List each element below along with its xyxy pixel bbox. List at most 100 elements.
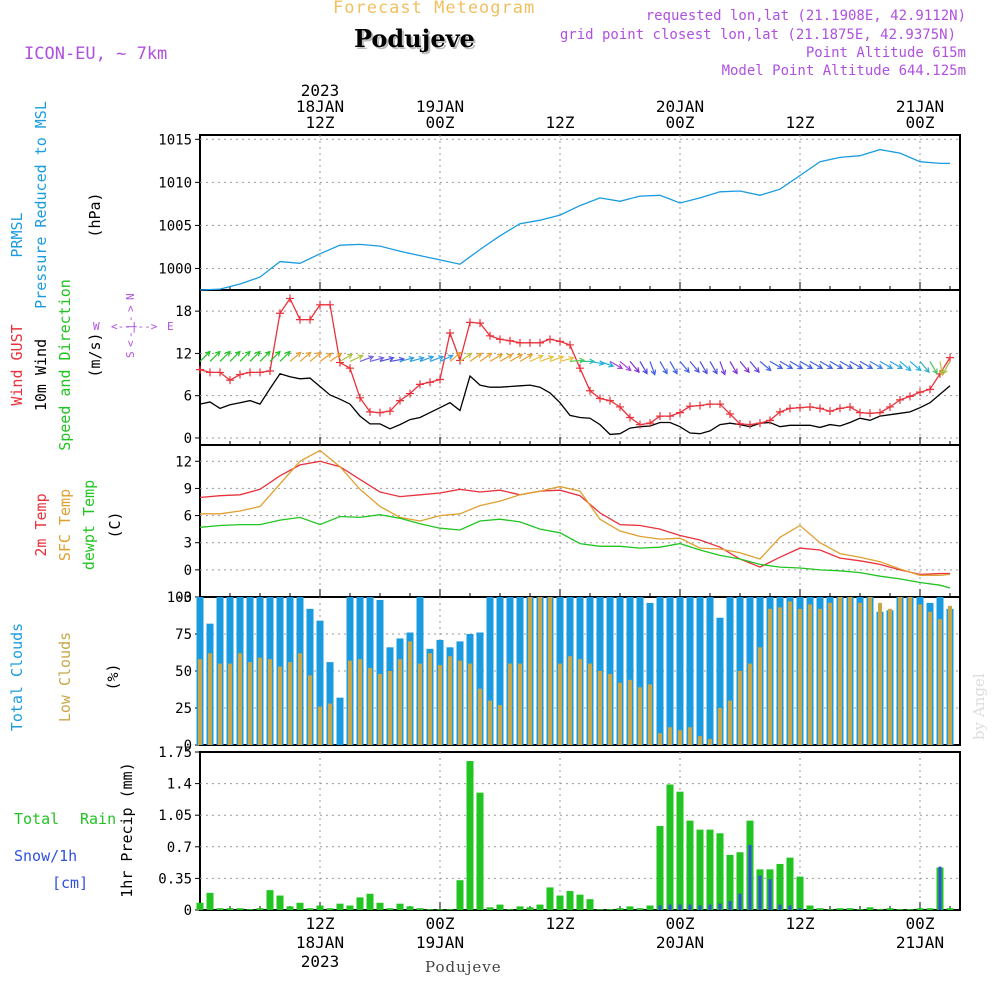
gust-line-point	[226, 376, 234, 385]
gust-line-point	[766, 416, 774, 425]
pressure-ytick-label: 1015	[158, 132, 192, 148]
rain-bar	[316, 905, 324, 910]
precip-frame	[199, 751, 961, 911]
total-cloud-bar	[496, 597, 504, 745]
wind-arrow	[699, 361, 708, 374]
wind-arrow	[369, 357, 384, 362]
requested-coords: requested lon,lat (21.1908E, 42.9112N)	[645, 8, 966, 24]
low-cloud-bar	[518, 663, 522, 745]
rain-bar	[586, 899, 594, 910]
gust-line-point	[566, 340, 574, 349]
rain-bar	[536, 904, 544, 910]
wind-arrow-head	[315, 351, 322, 358]
low-cloud-bar	[528, 597, 532, 745]
low-cloud-bar	[938, 619, 942, 745]
snow-bar	[708, 904, 712, 910]
low-cloud-bar	[378, 673, 382, 745]
time-label-bottom: 21JAN	[896, 933, 944, 952]
rain-bar	[336, 903, 344, 910]
low-cloud-bar	[698, 736, 702, 745]
wind-arrow	[309, 351, 322, 362]
wind-arrow	[679, 361, 690, 373]
rain-bar	[396, 903, 404, 910]
rain-bar	[616, 908, 624, 910]
time-label-top: 19JAN	[416, 97, 464, 116]
rain-bar	[526, 907, 534, 910]
precip-ytick-label: 1.4	[167, 777, 192, 793]
rain-bar	[266, 890, 274, 910]
gust-line-point	[216, 368, 224, 377]
gust-line-point	[196, 365, 204, 374]
wind-arrow	[299, 351, 312, 362]
wind-arrow-head	[650, 369, 657, 376]
low-cloud-bar	[928, 611, 932, 745]
rain-bar	[516, 906, 524, 910]
snow-bar	[938, 866, 942, 910]
clouds-ytick-label: 100	[167, 590, 192, 606]
gust-line-point	[546, 335, 554, 344]
wind-arrow-head	[264, 350, 271, 357]
temperature-axis-label: dewpt Temp	[80, 480, 98, 570]
wind-arrow-head	[326, 352, 333, 359]
compass-arrow: <	[124, 340, 137, 347]
pressure-ytick-label: 1010	[158, 175, 192, 191]
wind-arrow	[209, 351, 221, 362]
time-label-top: 00Z	[906, 113, 935, 132]
wind-arrow-head	[486, 352, 493, 359]
rain-bar	[846, 908, 854, 910]
low-cloud-bar	[458, 660, 462, 745]
wind-arrow-head	[357, 354, 364, 360]
total-cloud-bar	[316, 620, 324, 745]
low-cloud-bar	[478, 688, 482, 745]
pressure-line	[199, 148, 950, 291]
rain-bar	[226, 908, 234, 910]
low-cloud-bar	[828, 602, 832, 745]
low-cloud-bar	[808, 604, 812, 745]
low-cloud-bar	[708, 739, 712, 745]
pressure-ytick-label: 1005	[158, 218, 192, 234]
low-cloud-bar	[348, 660, 352, 745]
low-cloud-bar	[498, 705, 502, 745]
precip-legend-label: Rain	[80, 810, 116, 828]
temperature-axis-label: 2m Temp	[32, 493, 50, 556]
precip-legend-label: [cm]	[52, 874, 88, 892]
snow-bar	[788, 905, 792, 910]
rain-bar	[196, 902, 204, 910]
total-cloud-bar	[606, 597, 614, 745]
wind-arrow	[849, 360, 863, 369]
wind-arrow	[939, 361, 944, 376]
gust-line-point	[726, 410, 734, 418]
total-cloud-bar	[726, 597, 734, 745]
model-label: ICON-EU, ~ 7km	[24, 44, 168, 64]
gust-line-point	[776, 407, 784, 416]
low-cloud-bar	[678, 730, 682, 745]
wind-arrow	[389, 358, 404, 362]
rain-bar	[306, 908, 314, 910]
wind-arrow	[909, 360, 922, 371]
wind-arrow	[859, 360, 873, 369]
time-label-bottom: 00Z	[906, 914, 935, 933]
clouds-axis-label: (%)	[104, 663, 122, 690]
gust-line-point	[286, 294, 294, 303]
precip-ytick-label: 1.05	[158, 808, 192, 824]
gust-line-point	[536, 338, 544, 347]
snow-bar	[768, 879, 772, 910]
wind-arrow	[559, 357, 574, 362]
low-cloud-bar	[908, 597, 912, 745]
wind-axis-label: Wind GUST	[8, 324, 26, 405]
low-cloud-bar	[888, 608, 892, 745]
temperature-ytick-label: 9	[184, 481, 192, 497]
gust-line-point	[856, 408, 864, 417]
wind-arrow	[779, 360, 793, 369]
wind-arrow	[399, 357, 414, 362]
snow-bar	[758, 875, 762, 910]
wind-arrow-head	[887, 363, 894, 370]
wind-arrow	[869, 360, 883, 369]
time-label-bottom: 12Z	[786, 914, 815, 933]
wind-arrow	[469, 352, 482, 362]
low-cloud-bar	[568, 656, 572, 745]
wind-arrow	[199, 351, 211, 362]
wind-arrow-head	[558, 355, 565, 361]
wind-arrow	[899, 360, 912, 371]
temperature-frame	[199, 444, 961, 598]
